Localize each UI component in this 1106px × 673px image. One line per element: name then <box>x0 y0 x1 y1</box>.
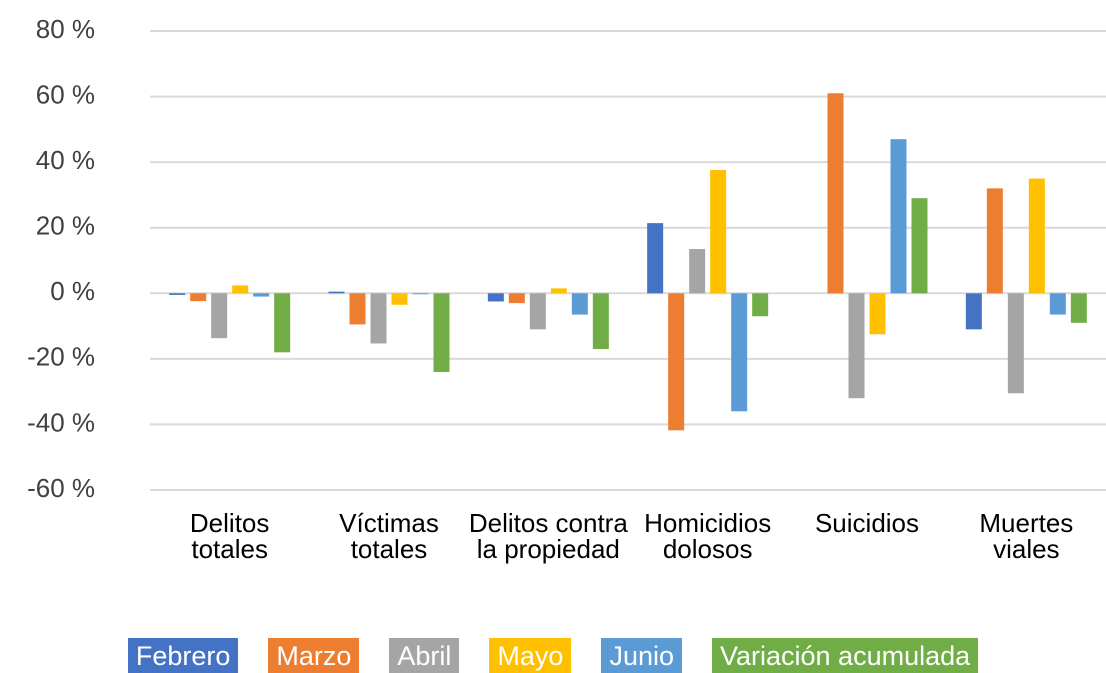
bar <box>391 293 408 305</box>
x-tick-label: Suicidios <box>814 508 920 538</box>
bar <box>710 170 727 294</box>
y-tick-label: 20 % <box>36 211 95 241</box>
bar <box>349 293 366 325</box>
bar <box>965 293 982 330</box>
legend: Febrero Marzo Abril Mayo Junio Variación acum… <box>0 638 1106 673</box>
bar <box>328 291 345 294</box>
bar <box>752 293 769 317</box>
x-tick-label: Homicidios dolosos <box>644 508 772 564</box>
y-tick-label: 60 % <box>36 79 95 109</box>
legend-entry: Febrero <box>127 638 239 673</box>
bar <box>668 293 685 431</box>
bar <box>986 188 1003 294</box>
bar <box>848 293 865 399</box>
x-tick-label: Muertes viales <box>979 508 1074 564</box>
bar <box>647 223 664 294</box>
y-tick-label: -40 % <box>27 407 95 437</box>
bar <box>487 293 504 302</box>
bar <box>169 293 186 295</box>
bar <box>253 293 270 297</box>
bar <box>869 293 886 335</box>
x-tick-label: Delitos contra la propiedad <box>468 508 628 564</box>
bar <box>211 293 228 339</box>
y-tick-label: -60 % <box>27 473 95 503</box>
bar <box>508 293 525 304</box>
bar <box>370 293 387 344</box>
bar <box>433 293 450 372</box>
x-tick-label: Víctimas totales <box>339 508 439 564</box>
y-tick-label: 80 % <box>36 14 95 44</box>
bar <box>1070 293 1087 323</box>
legend-entry: Junio <box>601 638 682 673</box>
bar <box>571 293 588 315</box>
bar <box>529 293 546 330</box>
bar <box>827 93 844 294</box>
bar <box>1049 293 1066 315</box>
legend-entry: Abril <box>389 638 460 673</box>
legend-entry: Variación acumulada <box>712 638 979 673</box>
y-tick-label: 0 % <box>50 276 95 306</box>
bar <box>890 139 907 294</box>
bar <box>1028 178 1045 294</box>
bar <box>550 288 567 294</box>
bar <box>911 198 928 294</box>
bar <box>592 293 609 350</box>
legend-entry: Marzo <box>268 638 360 673</box>
bar <box>1007 293 1024 394</box>
bar <box>731 293 748 412</box>
x-tick-label: Delitos totales <box>189 508 270 564</box>
y-tick-label: 40 % <box>36 145 95 175</box>
legend-entry: Mayo <box>489 638 572 673</box>
bar <box>232 285 249 294</box>
bar <box>274 293 291 353</box>
bar <box>689 249 706 294</box>
y-tick-label: -20 % <box>27 342 95 372</box>
bar <box>412 293 429 295</box>
bar <box>190 293 207 302</box>
